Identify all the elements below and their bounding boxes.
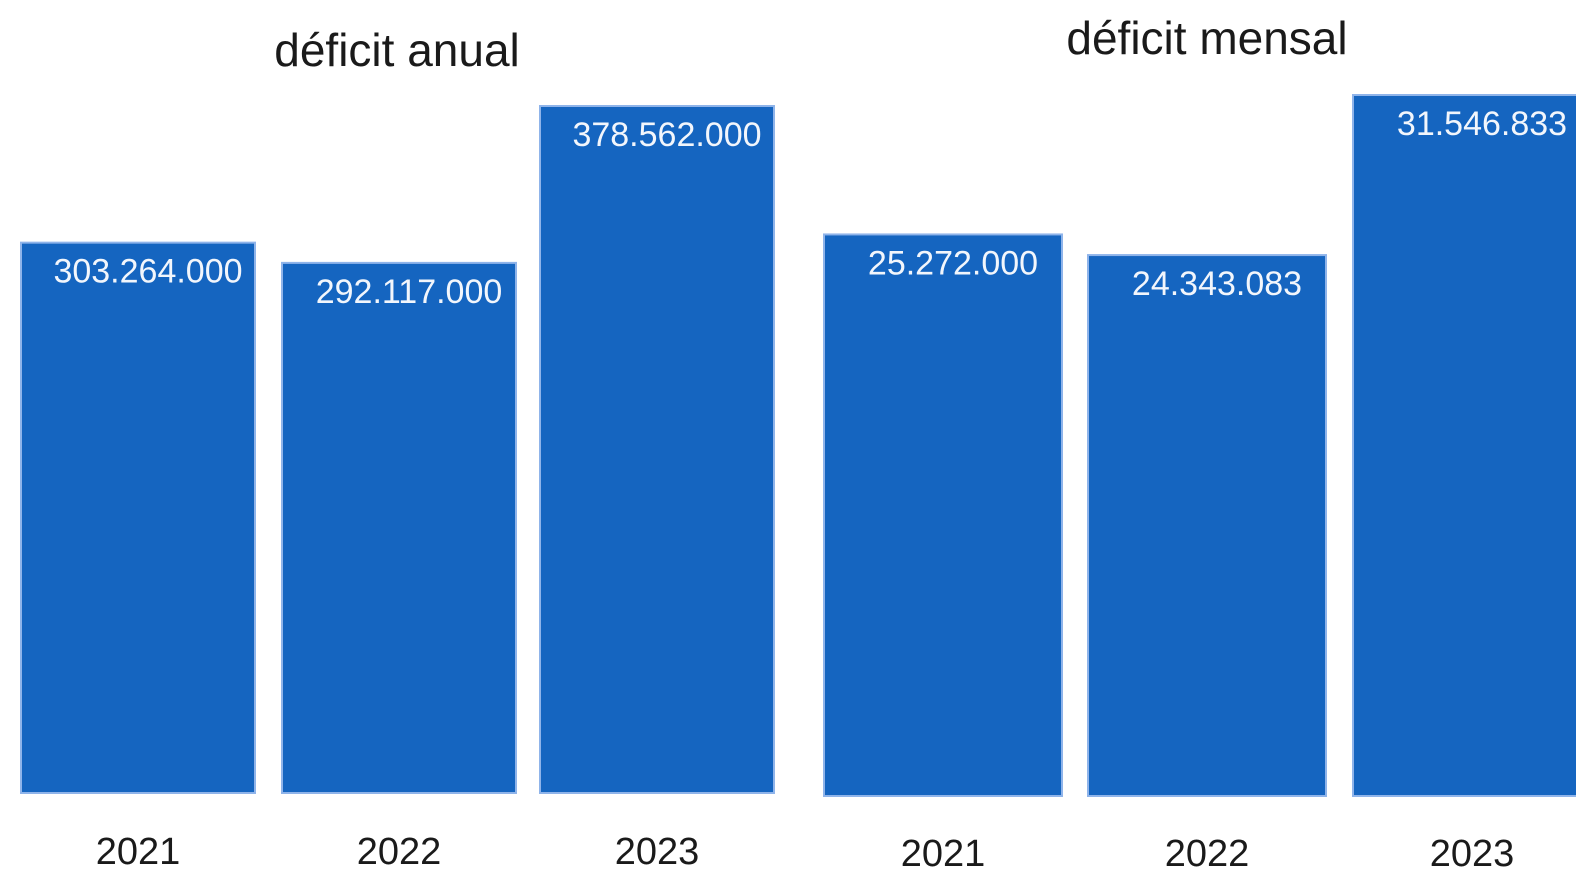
bar-2022 xyxy=(1087,254,1327,797)
bar-2021 xyxy=(823,233,1063,798)
value-label-2022: 24.343.083 xyxy=(1132,265,1302,303)
category-label-2022: 2022 xyxy=(1165,833,1250,874)
chart-title-annual: déficit anual xyxy=(274,24,520,76)
bars-annual: 303.264.000 2021 292.117.000 2022 378.562.00… xyxy=(20,105,775,873)
bar-2022 xyxy=(281,261,517,794)
category-label-2023: 2023 xyxy=(615,831,700,873)
value-label-2021: 25.272.000 xyxy=(868,244,1038,282)
chart-title-monthly: déficit mensal xyxy=(1066,12,1347,64)
chart-annual: déficit anual 303.264.000 2021 292.117.000… xyxy=(20,24,775,873)
bar-2023 xyxy=(539,105,775,794)
value-label-2021: 303.264.000 xyxy=(53,253,242,291)
bar-2021 xyxy=(20,241,256,795)
category-label-2021: 2021 xyxy=(901,833,986,874)
chart-monthly: déficit mensal 25.272.000202124.343.0832… xyxy=(823,12,1576,874)
value-label-2023: 378.562.000 xyxy=(572,116,761,154)
category-label-2021: 2021 xyxy=(96,831,181,873)
value-label-2022: 292.117.000 xyxy=(316,273,503,311)
bar-2023 xyxy=(1352,94,1576,797)
category-label-2022: 2022 xyxy=(357,831,442,873)
category-label-2023: 2023 xyxy=(1430,833,1515,874)
value-label-2023: 31.546.833 xyxy=(1397,105,1567,143)
bars-monthly: 25.272.000 2021 24.343.083 2022 31.546.833 20… xyxy=(823,94,1576,874)
